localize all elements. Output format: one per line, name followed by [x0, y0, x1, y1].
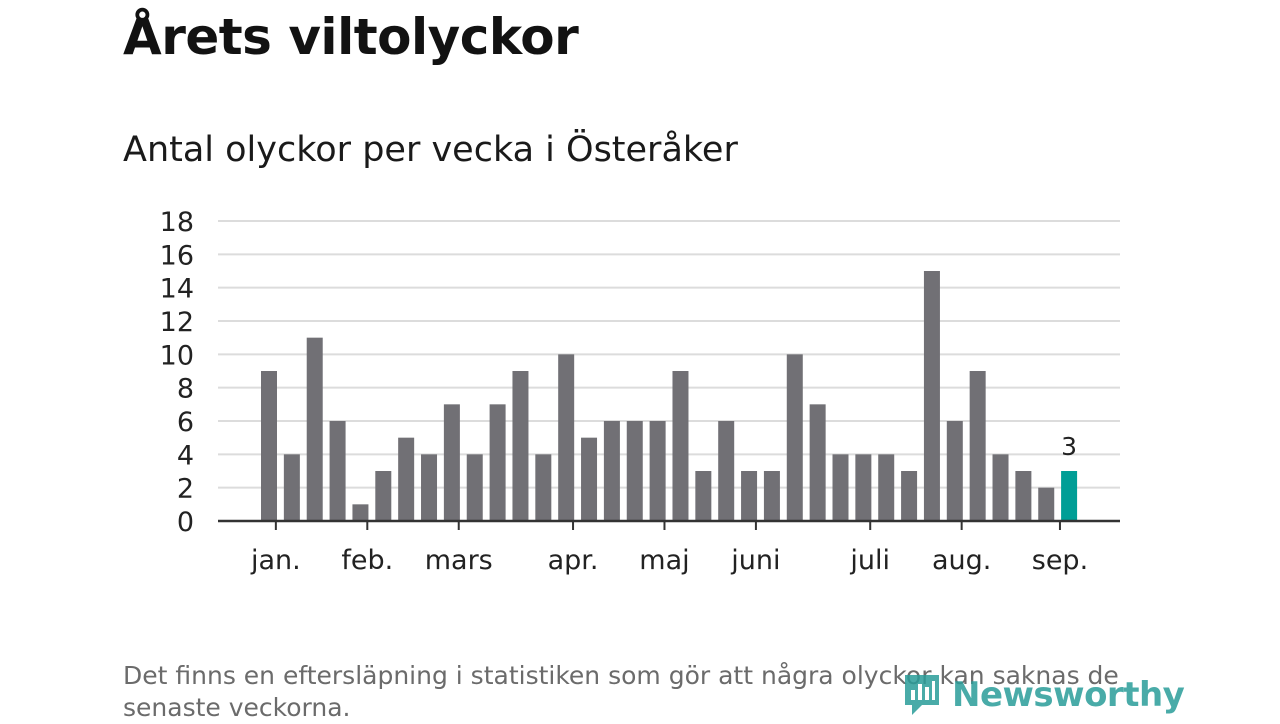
bar: [398, 437, 415, 521]
bar: [306, 337, 323, 521]
bar: [261, 371, 277, 521]
data-label: 3: [1061, 432, 1077, 461]
bar: [581, 437, 598, 521]
x-tick-label: aug.: [932, 545, 991, 576]
bar-highlight: [1061, 471, 1078, 521]
footnote: Det finns en eftersläpning i statistiken…: [123, 661, 1119, 722]
y-tick-label: 6: [177, 407, 194, 438]
bar: [672, 371, 689, 521]
x-tick-label: feb.: [341, 545, 393, 576]
bar: [741, 471, 758, 521]
y-tick-label: 8: [177, 374, 194, 405]
bar: [489, 404, 506, 521]
brand-logo: Newsworthy: [902, 672, 1185, 718]
y-tick-label: 18: [160, 207, 194, 238]
bar: [443, 404, 460, 521]
y-tick-label: 14: [160, 274, 194, 305]
bar: [1015, 471, 1032, 521]
bar: [718, 421, 735, 521]
bar: [329, 421, 346, 521]
bar: [649, 421, 666, 521]
bar: [626, 421, 643, 521]
bar: [603, 421, 620, 521]
x-tick-label: sep.: [1032, 545, 1088, 576]
bar: [786, 354, 803, 521]
bar: [901, 471, 918, 521]
brand-name: Newsworthy: [952, 675, 1185, 715]
chart-title: Årets viltolyckor: [123, 8, 579, 66]
bar: [535, 454, 552, 521]
newsworthy-logo-icon: [905, 675, 939, 715]
bar: [969, 371, 986, 521]
y-tick-label: 12: [160, 307, 194, 338]
bar: [809, 404, 826, 521]
bar: [855, 454, 872, 521]
bar: [946, 421, 963, 521]
y-tick-label: 10: [160, 340, 194, 371]
bar: [878, 454, 895, 521]
x-tick-label: juli: [849, 545, 890, 576]
bar: [283, 454, 300, 521]
bar: [1038, 487, 1055, 521]
bar: [923, 271, 940, 521]
bar: [695, 471, 712, 521]
x-tick-label: jan.: [250, 545, 301, 576]
bar: [375, 471, 392, 521]
bar: [763, 471, 780, 521]
bar: [992, 454, 1009, 521]
bar: [558, 354, 575, 521]
x-tick-label: juni: [730, 545, 780, 576]
x-tick-label: apr.: [548, 545, 599, 576]
bar: [512, 371, 529, 521]
y-tick-label: 4: [177, 440, 194, 471]
x-tick-label: maj: [639, 545, 689, 576]
bar: [832, 454, 849, 521]
chart-subtitle: Antal olyckor per vecka i Österåker: [123, 130, 738, 170]
bar: [352, 504, 369, 521]
y-tick-label: 16: [160, 240, 194, 271]
y-tick-label: 0: [177, 507, 194, 538]
bar: [421, 454, 438, 521]
x-tick-label: mars: [425, 545, 493, 576]
y-tick-label: 2: [177, 474, 194, 505]
bar: [466, 454, 483, 521]
